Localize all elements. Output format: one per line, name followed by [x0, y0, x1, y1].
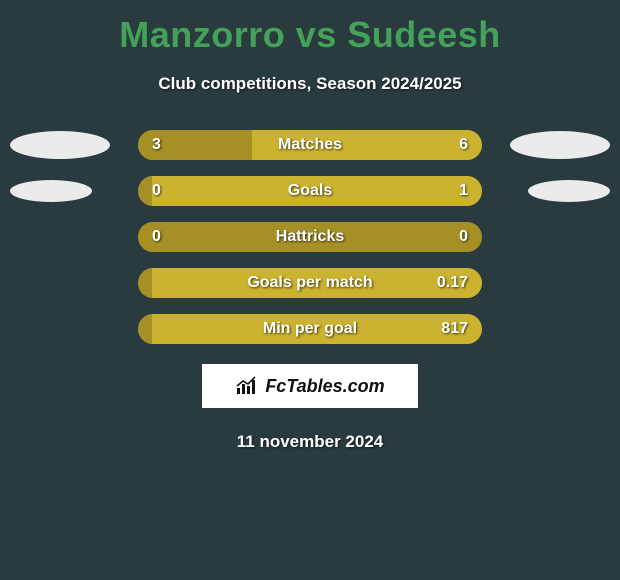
stat-bar: Min per goal 817: [138, 314, 482, 344]
date-text: 11 november 2024: [0, 432, 620, 452]
brand-badge: FcTables.com: [202, 364, 418, 408]
player-marker-left: [10, 180, 92, 202]
stat-row: Goals per match 0.17: [10, 268, 610, 298]
player-marker-right: [528, 180, 610, 202]
stat-bar: 0 Goals 1: [138, 176, 482, 206]
stat-name: Goals: [288, 182, 332, 200]
stat-value-right: 0.17: [437, 274, 468, 292]
stat-value-right: 1: [459, 182, 468, 200]
stat-row: 0 Hattricks 0: [10, 222, 610, 252]
stat-bar: 3 Matches 6: [138, 130, 482, 160]
chart-icon: [235, 376, 259, 396]
bar-fill-left: [138, 314, 152, 344]
stat-name: Goals per match: [247, 274, 372, 292]
stat-value-left: 0: [152, 228, 161, 246]
stat-row: Min per goal 817: [10, 314, 610, 344]
page-title: Manzorro vs Sudeesh: [0, 0, 620, 56]
stat-value-right: 817: [441, 320, 468, 338]
stat-value-right: 0: [459, 228, 468, 246]
stats-rows: 3 Matches 6 0 Goals 1 0 Hattricks 0 Goals per mat…: [0, 130, 620, 344]
stat-value-left: 3: [152, 136, 161, 154]
stat-name: Hattricks: [276, 228, 344, 246]
stat-row: 0 Goals 1: [10, 176, 610, 206]
stat-row: 3 Matches 6: [10, 130, 610, 160]
player-marker-left: [10, 131, 110, 159]
stat-bar: Goals per match 0.17: [138, 268, 482, 298]
bar-fill-left: [138, 268, 152, 298]
subtitle: Club competitions, Season 2024/2025: [0, 74, 620, 94]
player-marker-right: [510, 131, 610, 159]
stat-name: Min per goal: [263, 320, 357, 338]
brand-text: FcTables.com: [265, 376, 384, 397]
stat-bar: 0 Hattricks 0: [138, 222, 482, 252]
bar-fill-left: [138, 176, 152, 206]
stat-value-right: 6: [459, 136, 468, 154]
stat-name: Matches: [278, 136, 342, 154]
stat-value-left: 0: [152, 182, 161, 200]
